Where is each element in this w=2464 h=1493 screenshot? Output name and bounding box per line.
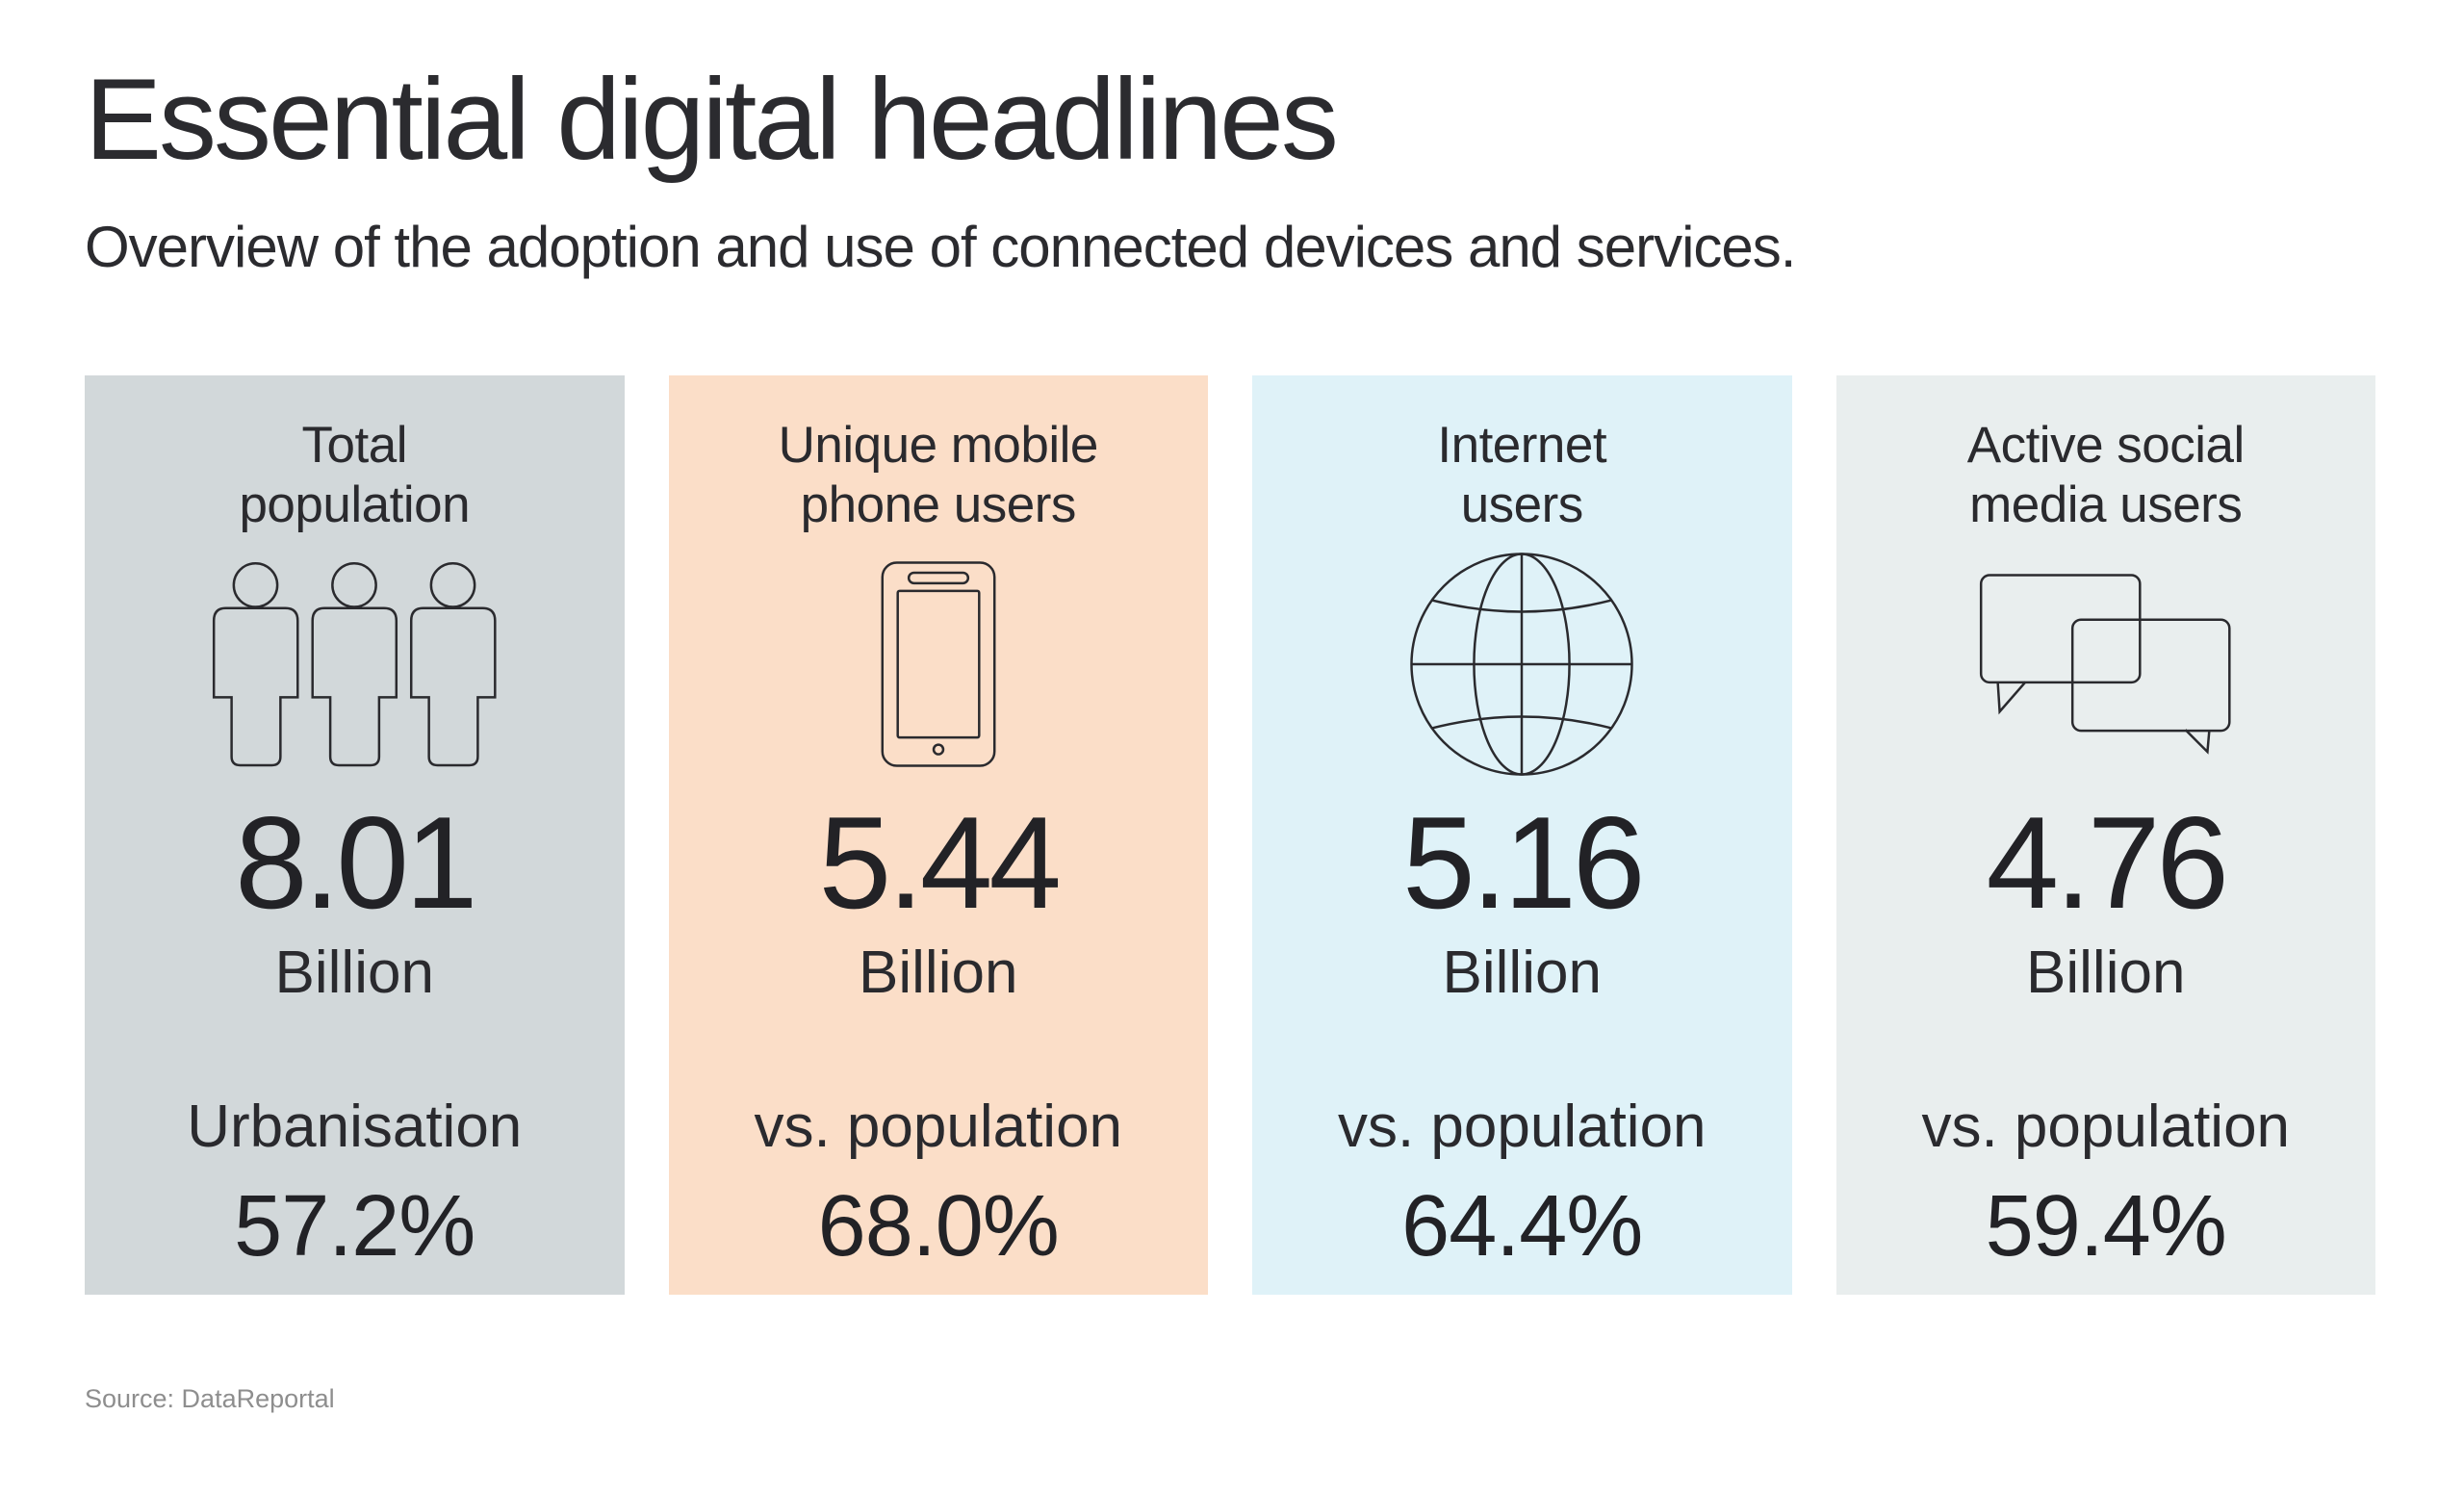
stat-value: 5.44 [818,789,1062,936]
card-title: Active social media users [1966,416,2246,535]
stat-unit: Billion [859,940,1018,1006]
metric-label: vs. population [754,1094,1123,1160]
mobile-phone-icon [881,553,996,776]
card-title: Unique mobile phone users [778,416,1099,535]
metric-value: 57.2% [234,1178,475,1274]
page-subtitle: Overview of the adoption and use of conn… [85,215,1796,279]
card-title-line1: Unique mobile [778,417,1099,474]
card-internet-users: Internet users 5.16 Billion vs. pop [1252,375,1792,1295]
page-title: Essential digital headlines [85,55,1339,184]
card-title-line2: population [239,476,471,533]
stat-value: 5.16 [1402,789,1645,936]
speech-bubbles-icon [1979,553,2233,776]
stat-unit: Billion [2026,940,2186,1006]
stat-unit: Billion [274,940,434,1006]
people-icon [212,553,498,776]
stat-value: 4.76 [1986,789,2229,936]
stat-cards-row: Total population [85,375,2375,1295]
globe-icon [1410,553,1634,776]
card-social-users: Active social media users 4.76 Billion v… [1835,375,2375,1295]
metric-label: vs. population [1921,1094,2291,1160]
metric-value: 59.4% [1985,1178,2227,1274]
card-total-population: Total population [85,375,625,1295]
stat-unit: Billion [1442,940,1602,1006]
card-title: Internet users [1437,416,1606,535]
card-title-line2: media users [1969,476,2243,533]
stat-value: 8.01 [235,789,477,936]
card-mobile-users: Unique mobile phone users 5.44 Billion v… [668,375,1208,1295]
card-title-line2: users [1460,476,1584,533]
metric-label: vs. population [1337,1094,1707,1160]
metric-label: Urbanisation [187,1094,523,1160]
metric-value: 64.4% [1401,1178,1643,1274]
card-title-line1: Internet [1437,417,1607,474]
source-note: Source: DataReportal [85,1384,335,1413]
card-title-line1: Active social [1966,417,2246,474]
card-title-line2: phone users [800,476,1077,533]
metric-value: 68.0% [817,1178,1060,1274]
card-title-line1: Total [301,417,408,474]
card-title: Total population [239,416,470,535]
